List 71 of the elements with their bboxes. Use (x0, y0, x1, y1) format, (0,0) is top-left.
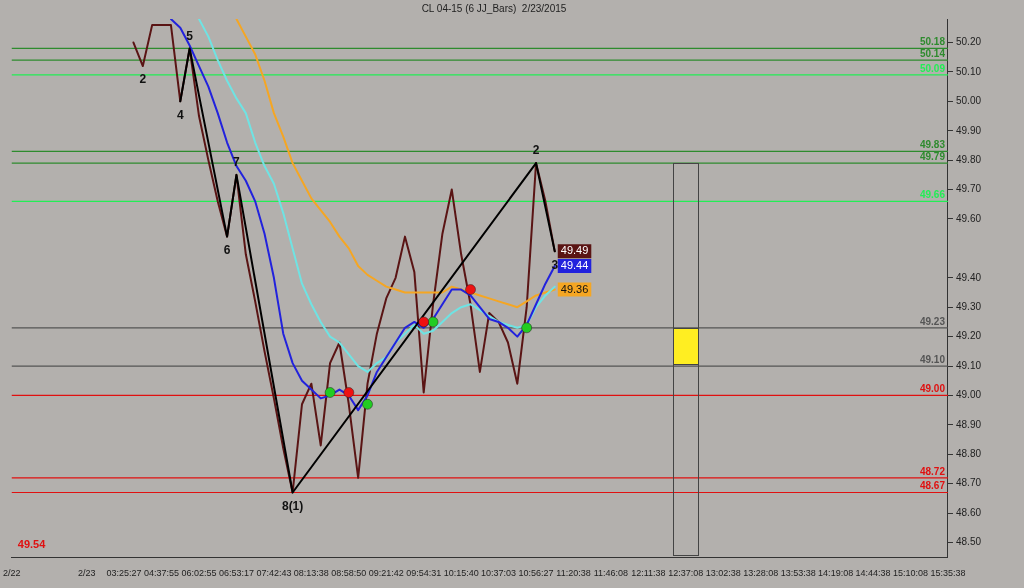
y-tick-label: 48.60 (955, 506, 982, 518)
y-tick-label: 49.80 (955, 153, 982, 165)
x-tick-label: 14:44:38 (855, 568, 891, 579)
point (427, 316, 439, 328)
y-tick-label: 50.10 (955, 65, 982, 77)
x-tick-label: 14:19:08 (818, 568, 854, 579)
x-tick-label: 13:02:38 (705, 568, 741, 579)
y-tick-label: 50.00 (955, 95, 982, 107)
x-tick-label: 10:37:03 (481, 568, 517, 579)
x-tick-label: 10:15:40 (443, 568, 479, 579)
point (343, 387, 355, 398)
point (362, 399, 373, 410)
y-tick-label: 49.00 (955, 389, 982, 401)
data-label: 49.44 (560, 259, 589, 272)
x-tick-label: 06:02:55 (181, 568, 217, 579)
x-tick-label: 06:53:17 (218, 568, 254, 579)
ref-line-label: 48.72 (919, 465, 946, 477)
x-tick-label: 04:37:55 (144, 568, 180, 579)
y-tick-label: 49.30 (955, 300, 982, 312)
x-tick-label: 07:42:43 (256, 568, 292, 579)
data-label: 49.36 (560, 282, 589, 295)
data-label: 49.49 (560, 244, 589, 257)
ref-line-label: 48.67 (919, 480, 946, 492)
ref-line-label: 50.09 (919, 62, 946, 74)
ref-line-label: 49.66 (919, 189, 946, 201)
y-tick-label: 48.90 (955, 418, 982, 430)
y-tick-label: 48.80 (955, 448, 982, 460)
x-tick-label: 15:35:38 (930, 568, 966, 579)
y-tick-label: 49.90 (955, 124, 982, 136)
x-tick-label: 12:37:08 (668, 568, 704, 579)
x-tick-label: 11:20:38 (556, 568, 591, 579)
point (465, 284, 476, 295)
ref-line-label: 50.14 (919, 47, 946, 59)
annotation: 2 (139, 72, 147, 87)
x-tick-label: 12:11:38 (631, 568, 666, 579)
y-tick-label: 48.50 (955, 536, 982, 548)
ref-line-label: 49.00 (919, 383, 946, 395)
y-tick-label: 49.40 (955, 271, 982, 283)
x-tick-label: 15:10:08 (893, 568, 929, 579)
annotation: 6 (223, 242, 231, 257)
y-tick-label: 48.70 (955, 477, 982, 489)
x-tick-label: 09:21:42 (368, 568, 404, 579)
y-tick-label: 49.20 (955, 330, 982, 342)
ref-line-label: 49.10 (919, 353, 946, 365)
x-tick-label: 10:56:27 (518, 568, 554, 579)
x-tick-label: 03:25:27 (106, 568, 142, 579)
ref-line-label: 49.23 (919, 315, 946, 327)
chart-title: CL 04-15 (6 JJ_Bars) 2/23/2015 (421, 2, 567, 14)
point (418, 316, 429, 328)
x-tick-label: 2/22 (2, 568, 21, 579)
annotation: 3 (551, 257, 559, 272)
x-tick-label: 08:58:50 (331, 568, 367, 579)
point (521, 322, 532, 334)
y-tick-label: 49.60 (955, 212, 982, 224)
annotation: 8(1) (281, 498, 304, 513)
annotation: 5 (186, 28, 194, 43)
x-tick-label: 09:54:31 (406, 568, 442, 579)
ref-line-label: 49.79 (919, 150, 946, 162)
ref-line-label: 50.18 (919, 36, 946, 48)
x-tick-label: 13:53:38 (780, 568, 816, 579)
annotation: 4 (176, 107, 184, 122)
y-tick-label: 49.10 (955, 359, 982, 371)
x-tick-label: 11:46:08 (593, 568, 629, 579)
x-tick-label: 2/23 (77, 568, 96, 579)
y-tick-label: 50.20 (955, 36, 982, 48)
ref-line-label: 49.83 (919, 139, 946, 151)
point (324, 387, 336, 398)
x-tick-label: 13:28:08 (743, 568, 779, 579)
x-tick-label: 08:13:38 (293, 568, 329, 579)
annotation: 49.54 (17, 538, 47, 551)
y-tick-label: 49.70 (955, 183, 982, 195)
